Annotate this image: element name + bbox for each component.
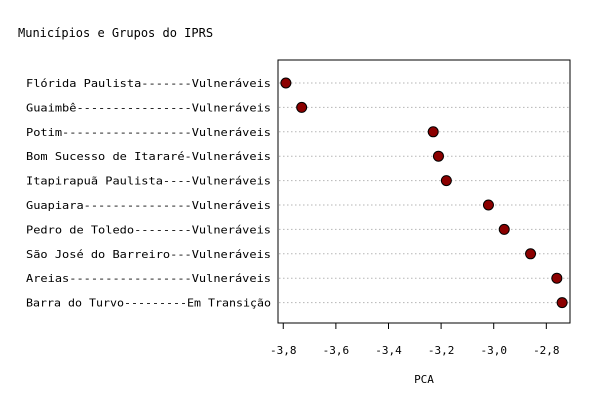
gridlines xyxy=(279,82,569,304)
category-label: Guaimbê----------------Vulneráveis xyxy=(26,101,271,114)
data-points xyxy=(280,77,568,309)
x-tick-label: -3,2 xyxy=(428,344,455,357)
category-label: São José do Barreiro---Vulneráveis xyxy=(26,248,271,261)
data-point xyxy=(556,297,568,309)
category-label: Areias-----------------Vulneráveis xyxy=(26,272,271,285)
data-point xyxy=(498,223,510,235)
category-label: Potim------------------Vulneráveis xyxy=(26,126,271,139)
chart-title: Municípios e Grupos do IPRS xyxy=(18,26,213,40)
category-label: Guapiara---------------Vulneráveis xyxy=(26,199,271,212)
x-tick-label: -2,8 xyxy=(533,344,560,357)
category-labels: Flórida Paulista-------Vulneráveis Guaimb… xyxy=(26,77,271,310)
plot-frame xyxy=(277,59,571,324)
data-point xyxy=(525,248,537,260)
data-point xyxy=(482,199,494,211)
data-point xyxy=(280,77,292,89)
data-point xyxy=(432,150,444,162)
category-label: Bom Sucesso de Itararé-Vulneráveis xyxy=(26,150,271,163)
x-tick-label: -3,4 xyxy=(375,344,402,357)
data-point xyxy=(296,101,308,113)
category-label: Pedro de Toledo--------Vulneráveis xyxy=(26,223,271,236)
data-point xyxy=(427,126,439,138)
category-label: Itapirapuã Paulista----Vulneráveis xyxy=(26,175,271,188)
x-tick-label: -3,0 xyxy=(480,344,507,357)
category-label: Flórida Paulista-------Vulneráveis xyxy=(26,77,271,90)
x-axis-label: PCA xyxy=(414,373,434,386)
x-axis: -3,8 -3,6 -3,4 -3,2 -3,0 -2,8 xyxy=(270,323,560,357)
x-tick-label: -3,6 xyxy=(323,344,350,357)
data-point xyxy=(551,272,563,284)
x-tick-label: -3,8 xyxy=(270,344,297,357)
category-label: Barra do Turvo---------Em Transição xyxy=(26,297,271,310)
data-point xyxy=(440,175,452,187)
